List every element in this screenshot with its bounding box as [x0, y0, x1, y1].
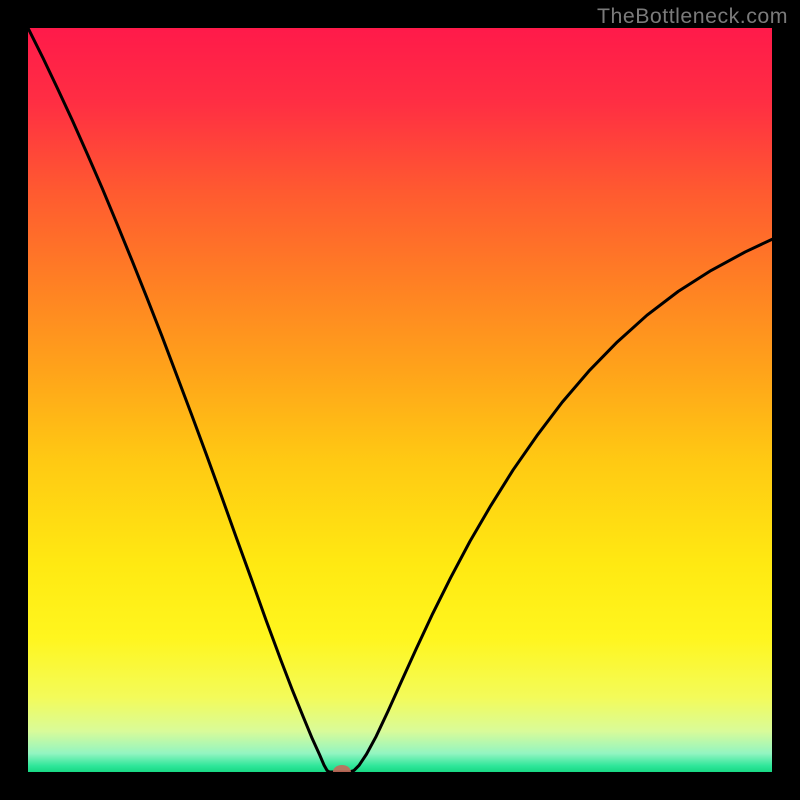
watermark-text: TheBottleneck.com [597, 4, 788, 29]
gradient-background [28, 28, 772, 772]
bottleneck-plot [0, 0, 800, 800]
